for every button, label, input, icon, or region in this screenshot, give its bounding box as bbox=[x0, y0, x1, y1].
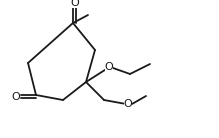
Text: O: O bbox=[105, 62, 113, 72]
Text: O: O bbox=[70, 0, 79, 8]
Text: O: O bbox=[12, 91, 20, 102]
Text: O: O bbox=[124, 99, 132, 109]
